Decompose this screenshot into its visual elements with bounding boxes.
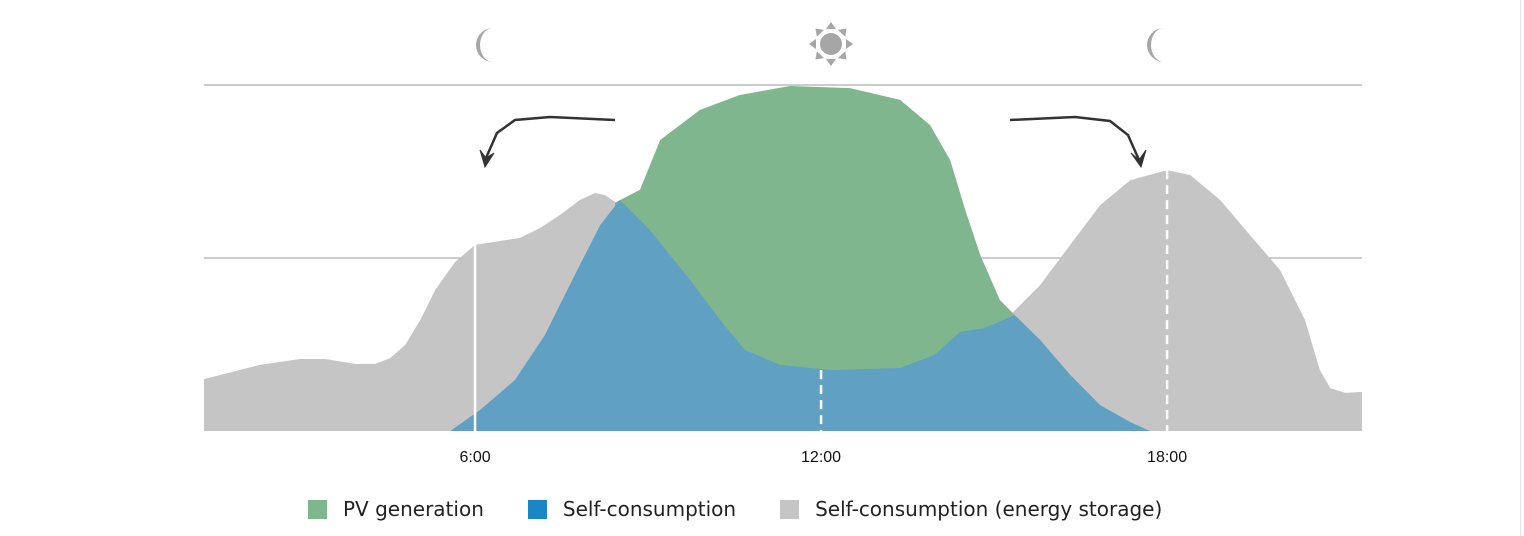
sun-ray — [838, 51, 847, 60]
legend-swatch — [308, 499, 327, 519]
area-self-consumption — [450, 199, 1150, 431]
legend-label: PV generation — [343, 497, 484, 521]
legend-swatch — [780, 499, 800, 519]
moon-icon — [476, 28, 493, 62]
sun-ray — [838, 28, 847, 37]
sun-ray — [809, 39, 816, 49]
arrow-to-morning-icon — [479, 115, 616, 169]
sun-ray — [826, 22, 836, 29]
moon-icon — [1147, 28, 1164, 62]
x-tick-label: 18:00 — [1147, 449, 1187, 466]
arrow-to-evening-icon — [1009, 115, 1147, 169]
legend-label: Self-consumption (energy storage) — [815, 497, 1163, 521]
x-tick-label: 6:00 — [459, 449, 490, 466]
right-border — [1520, 0, 1521, 536]
legend-item-energy-storage: Self-consumption (energy storage) — [780, 497, 1162, 521]
legend: PV generation Self-consumption Self-cons… — [308, 497, 1206, 521]
legend-swatch — [527, 499, 547, 519]
sun-ray — [815, 28, 824, 37]
area-self-consumption-energy-storage — [204, 170, 1362, 431]
x-tick-label: 12:00 — [801, 449, 841, 466]
legend-item-self-consumption: Self-consumption — [527, 497, 737, 521]
sun-ray — [815, 51, 824, 60]
legend-label: Self-consumption — [562, 497, 737, 521]
sun-ray — [826, 59, 836, 66]
sun-icon — [809, 22, 853, 66]
legend-item-pv-generation: PV generation — [308, 497, 484, 521]
sun-ray — [846, 39, 853, 49]
